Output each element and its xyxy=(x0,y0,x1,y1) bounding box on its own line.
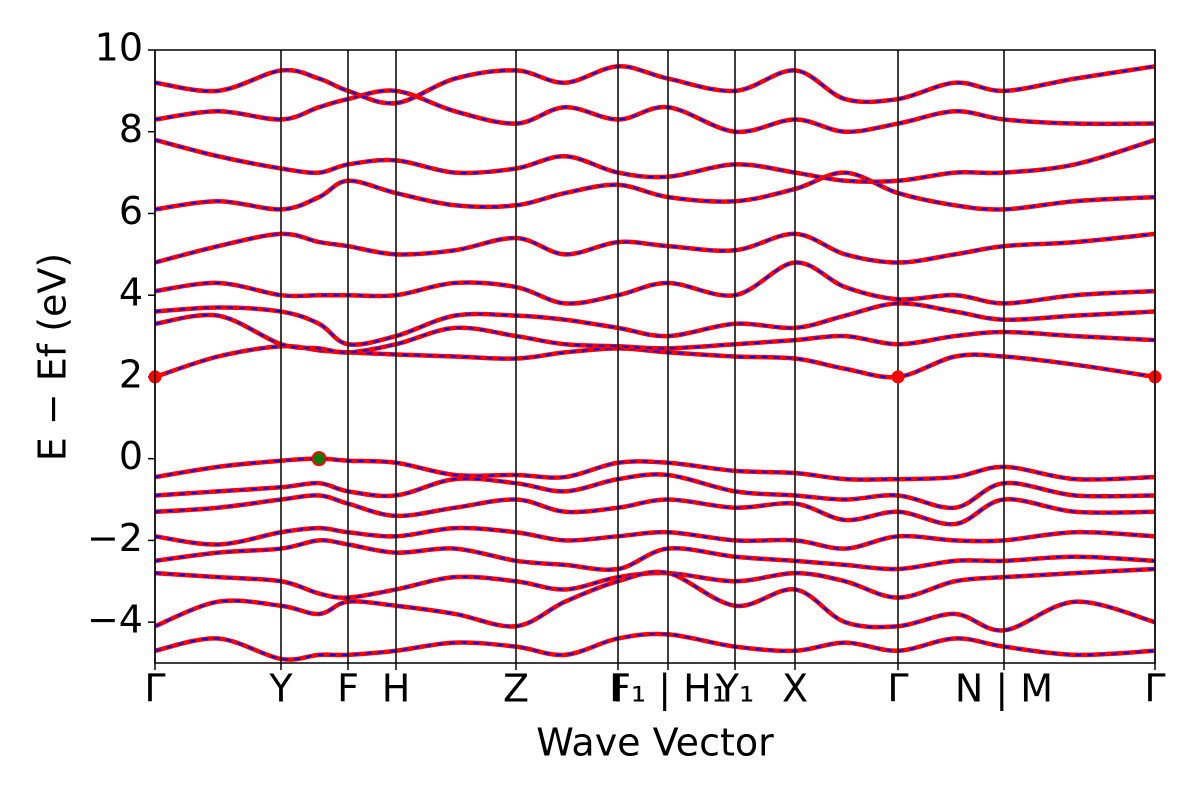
band-line-dashed xyxy=(155,457,1155,481)
x-tick-label: N | M xyxy=(955,667,1053,712)
band-line-dashed xyxy=(155,527,1155,550)
x-tick-label: H xyxy=(382,667,411,711)
x-tick-label: Γ xyxy=(1144,667,1165,711)
band-line-dashed xyxy=(155,473,1155,509)
band-line-dashed xyxy=(155,539,1155,571)
band-line xyxy=(155,137,1155,185)
x-tick-label: X xyxy=(782,667,808,711)
y-tick-label: −2 xyxy=(87,516,143,560)
y-tick-label: 4 xyxy=(119,271,143,315)
y-tick-label: 10 xyxy=(95,26,143,70)
band-line-dashed xyxy=(155,302,1155,346)
vbm-point xyxy=(311,451,327,467)
y-tick-label: −4 xyxy=(87,598,143,642)
x-tick-label: Z xyxy=(503,667,529,711)
band-line xyxy=(155,88,1155,135)
band-line-dashed xyxy=(155,313,1155,354)
x-tick-label: Y₁ xyxy=(715,667,754,711)
band-line-dashed xyxy=(155,89,1155,133)
x-axis-label: Wave Vector xyxy=(536,721,774,765)
band-line-dashed xyxy=(155,345,1155,379)
y-tick-label: 0 xyxy=(119,434,143,478)
band-line-dashed xyxy=(155,232,1155,264)
band-line xyxy=(155,569,1155,633)
x-tick-label: F₁ | H₁ xyxy=(609,667,727,712)
band-line xyxy=(155,260,1155,306)
x-tick-label: Y xyxy=(268,667,293,711)
band-line xyxy=(155,538,1155,572)
plot-frame xyxy=(154,49,1156,664)
x-tick-label: Γ xyxy=(887,667,908,711)
band-line-dashed xyxy=(155,568,1155,599)
band-line xyxy=(155,472,1155,511)
cbm-point xyxy=(891,370,905,384)
band-line-dashed xyxy=(155,494,1155,526)
y-axis-label: E − Ef (eV) xyxy=(31,253,75,462)
band-line-dashed xyxy=(155,138,1155,183)
plot-area xyxy=(155,64,1155,662)
y-tick-label: 6 xyxy=(119,189,143,233)
x-tick-label: F xyxy=(337,667,359,711)
band-line-dashed xyxy=(155,261,1155,305)
y-tick-label: 2 xyxy=(119,352,143,396)
band-line xyxy=(155,525,1155,551)
x-tick-label: Γ xyxy=(144,667,165,711)
band-line xyxy=(155,64,1155,106)
band-line xyxy=(155,231,1155,265)
y-tick-label: 8 xyxy=(119,107,143,151)
band-line-dashed xyxy=(155,570,1155,632)
x-tick-label: I xyxy=(612,667,623,711)
band-line xyxy=(155,301,1155,347)
